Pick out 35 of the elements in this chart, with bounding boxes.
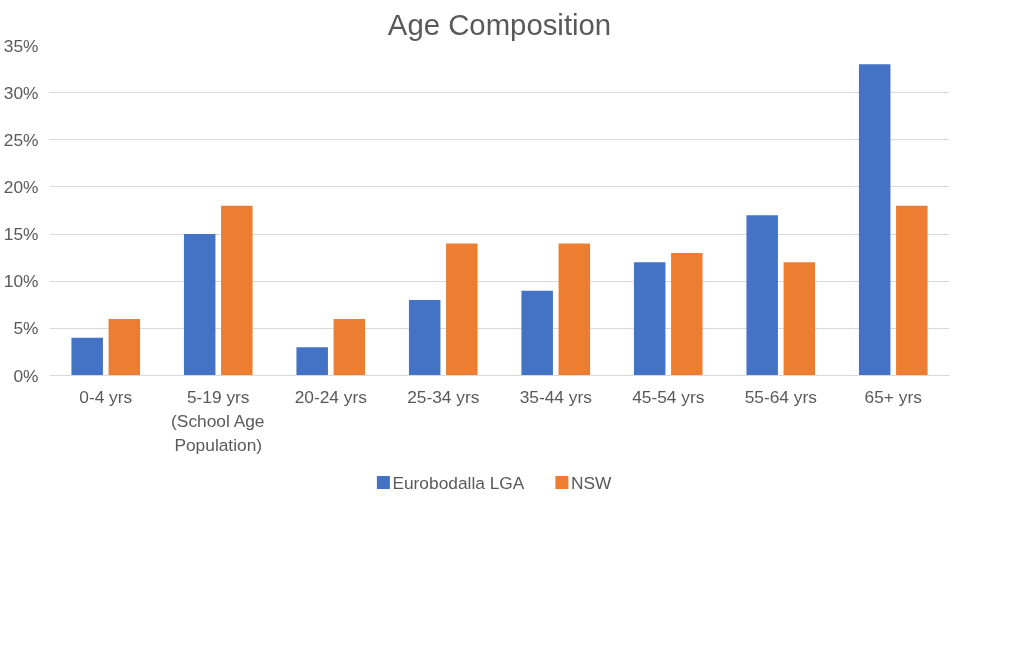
bar — [521, 290, 553, 376]
legend-label: Eurobodalla LGA — [392, 472, 525, 493]
x-tick-label: 65+ yrs — [864, 386, 923, 407]
bar — [183, 234, 216, 376]
legend-label: NSW — [570, 472, 612, 493]
y-tick-label: 15% — [3, 224, 39, 245]
y-tick-label: 25% — [3, 129, 39, 150]
y-tick-label: 35% — [3, 35, 39, 56]
y-tick-label: 0% — [13, 365, 39, 386]
bar — [896, 205, 928, 376]
y-tick-label: 20% — [3, 176, 39, 197]
x-tick-label: 45-54 yrs — [632, 386, 705, 407]
x-tick-label: 25-34 yrs — [407, 386, 480, 407]
bar — [71, 337, 103, 376]
bar — [558, 243, 591, 376]
x-tick-label: 35-44 yrs — [519, 386, 593, 407]
y-tick-label: 10% — [3, 271, 39, 292]
x-tick-label: 5-19 yrs (School Age Population) — [171, 386, 265, 455]
x-tick-label: 0-4 yrs — [79, 386, 133, 407]
y-tick-label: 30% — [3, 82, 39, 103]
bar — [296, 347, 328, 376]
bar — [633, 262, 666, 376]
bar — [221, 205, 253, 376]
bar — [783, 262, 816, 376]
x-tick-label: 55-64 yrs — [744, 386, 818, 407]
chart-title: Age Composition — [387, 7, 612, 41]
bar — [746, 215, 778, 376]
y-tick-label: 5% — [13, 318, 39, 339]
bar — [858, 64, 891, 376]
bar — [671, 252, 703, 376]
bar — [446, 243, 478, 376]
bar — [108, 318, 141, 376]
bar — [408, 300, 441, 376]
bar — [333, 318, 366, 376]
x-tick-label: 20-24 yrs — [294, 386, 368, 407]
